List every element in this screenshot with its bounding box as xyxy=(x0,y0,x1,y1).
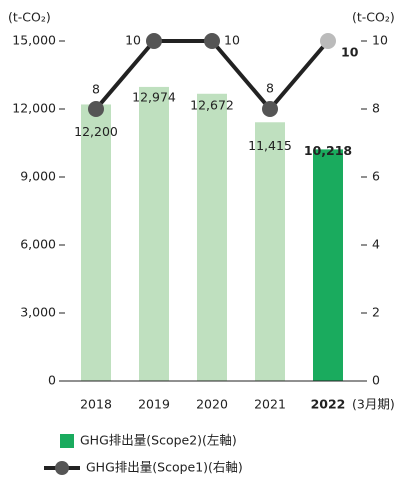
line-value-label: 8 xyxy=(266,81,274,96)
bar xyxy=(313,149,343,381)
bar-value-label: 12,672 xyxy=(190,97,234,112)
bar-value-label: 12,974 xyxy=(132,89,176,104)
x-axis-label: (3月期) xyxy=(352,397,395,412)
x-tick-label: 2019 xyxy=(138,397,170,412)
y2-tick-label: 10 xyxy=(372,33,388,48)
bar xyxy=(255,122,285,381)
bar xyxy=(139,86,169,381)
line-marker xyxy=(204,33,220,49)
legend-swatch xyxy=(60,434,74,448)
y2-axis-label: (t-CO₂) xyxy=(352,10,395,25)
bar-value-label: 11,415 xyxy=(248,138,292,153)
y2-tick-label: 4 xyxy=(372,237,380,252)
x-tick-label: 2020 xyxy=(196,397,228,412)
line-marker xyxy=(262,101,278,117)
y-tick-label: 9,000 xyxy=(20,169,56,184)
line-marker xyxy=(320,33,336,49)
bar xyxy=(81,104,111,381)
line-value-label: 10 xyxy=(125,33,141,48)
y-tick-label: 6,000 xyxy=(20,237,56,252)
y2-tick-label: 2 xyxy=(372,305,380,320)
x-tick-label: 2018 xyxy=(80,397,112,412)
y-tick-label: 15,000 xyxy=(12,33,56,48)
x-tick-label: 2021 xyxy=(254,397,286,412)
y2-tick-label: 6 xyxy=(372,169,380,184)
legend-label: GHG排出量(Scope2)(左軸) xyxy=(80,433,237,448)
legend-label: GHG排出量(Scope1)(右軸) xyxy=(86,460,243,475)
y-tick-label: 0 xyxy=(48,373,56,388)
line-marker xyxy=(88,101,104,117)
y2-tick-label: 0 xyxy=(372,373,380,388)
line-value-label: 10 xyxy=(224,33,240,48)
y-tick-label: 12,000 xyxy=(12,101,56,116)
line-marker xyxy=(146,33,162,49)
bar-value-label: 12,200 xyxy=(74,124,118,139)
legend-marker xyxy=(55,461,69,475)
y-axis-label: (t-CO₂) xyxy=(8,10,51,25)
bar xyxy=(197,93,227,381)
y2-tick-label: 8 xyxy=(372,101,380,116)
bar-value-label: 10,218 xyxy=(304,143,352,158)
y-tick-label: 3,000 xyxy=(20,305,56,320)
x-tick-label: 2022 xyxy=(311,397,346,412)
line-value-label: 8 xyxy=(92,82,100,97)
line-value-label: 10 xyxy=(341,45,359,60)
